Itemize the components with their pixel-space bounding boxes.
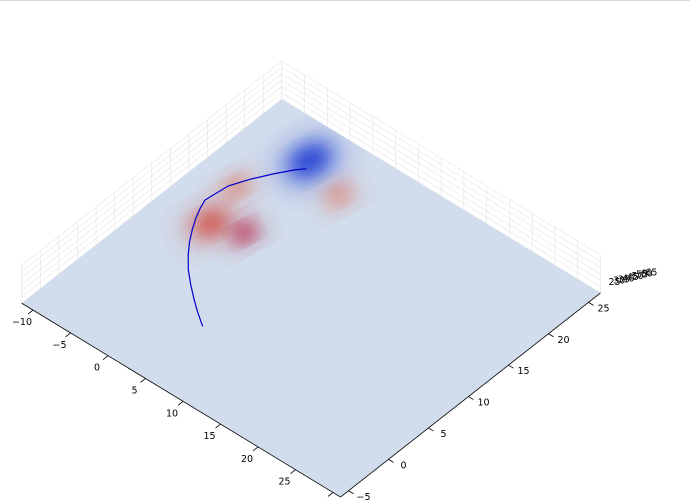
surface-feature-depression (277, 135, 342, 186)
y-tick: 15 (508, 364, 530, 377)
x-axis: −10 −5 0 5 10 15 20 25 30 (12, 302, 341, 500)
y-tick: 0 (388, 459, 407, 471)
pane-grid-line (21, 79, 282, 285)
surface-feature-core (195, 210, 226, 236)
y-far-label: 25 (609, 277, 621, 288)
y-far-label: 35 (618, 275, 630, 286)
y-tick-label: 10 (477, 398, 489, 409)
x-tick-mark (252, 446, 259, 452)
pane-grid-line (21, 60, 282, 266)
x-tick-mark (290, 469, 296, 474)
x-tick-label: 5 (131, 385, 137, 396)
x-tick-mark (65, 332, 71, 338)
x-tick-label: 15 (203, 431, 215, 442)
y-tick-mark (508, 364, 514, 369)
y-tick-label: 15 (517, 366, 529, 377)
x-tick-label: 25 (278, 477, 290, 488)
y-axis-line (340, 292, 601, 498)
surface-feature-core (226, 178, 248, 195)
x-tick-label: 20 (241, 454, 253, 465)
surface-feature-peak (219, 173, 254, 201)
x-tick-label: 0 (94, 363, 100, 374)
y-tick-mark (388, 459, 394, 463)
y-axis: −5 0 5 10 15 20 25 (340, 292, 610, 500)
pane-grid-line (281, 67, 601, 262)
y-far-label: 60 (641, 269, 653, 280)
y-tick: −5 (348, 490, 371, 500)
x-tick: 25 (278, 469, 296, 488)
surface-feature-peak (227, 219, 262, 247)
y-tick-label: 0 (400, 460, 406, 471)
y-tick-mark (348, 490, 354, 495)
pane-grid-line (21, 86, 282, 291)
x-tick-mark (177, 400, 184, 406)
surface-base (21, 99, 601, 498)
x-tick: −10 (12, 309, 34, 328)
y-tick-label: −5 (356, 492, 370, 500)
window-top-border (0, 0, 690, 1)
x-tick-label: 10 (166, 408, 178, 419)
y-tick: 5 (428, 427, 447, 440)
pane-grid-line (21, 92, 282, 298)
surface-feature-core (234, 224, 256, 241)
x-tick-mark (27, 309, 34, 315)
pane-grid-line (281, 60, 601, 256)
pane-grid-line (21, 67, 282, 272)
x-tick: 5 (131, 378, 146, 396)
y-far-label: 40 (622, 273, 634, 284)
y-far-label: 50 (632, 271, 644, 282)
x-tick-mark (327, 492, 334, 497)
trajectory-line (187, 168, 307, 327)
x-tick-mark (140, 378, 146, 383)
y-tick-mark (588, 302, 594, 306)
x-tick-label: −10 (12, 317, 32, 328)
pane-grid-line (21, 73, 282, 279)
x-tick: 20 (241, 446, 259, 465)
surface-feature-peak (321, 181, 357, 209)
x-tick: 0 (94, 355, 109, 374)
x-tick-mark (215, 423, 221, 429)
pane-grid-line (281, 73, 601, 268)
surface-feature-core (290, 145, 330, 176)
y-far-label: 65 (645, 267, 657, 278)
y-tick-mark (548, 333, 554, 338)
y-tick-label: 20 (557, 335, 569, 346)
y-tick-mark (468, 396, 474, 400)
y-far-label: 55 (636, 270, 648, 281)
pane-grid-line (281, 79, 601, 275)
pane-grid-line (281, 86, 601, 281)
x-tick: −5 (52, 332, 71, 351)
y-tick-label: 5 (440, 429, 446, 440)
pane-grid-line (281, 92, 601, 287)
x-tick: 15 (203, 423, 221, 442)
y-tick: 25 (588, 302, 610, 314)
y-tick: 20 (548, 333, 570, 346)
back-pane-grid-left (21, 60, 283, 304)
x-tick-mark (102, 355, 109, 360)
y-tick-mark (428, 427, 434, 432)
x-tick: 30 (316, 492, 334, 500)
x-tick-label: −5 (52, 340, 66, 351)
y-far-label: 30 (613, 276, 625, 287)
y-far-label: 45 (627, 272, 639, 283)
surface-color-features (184, 135, 357, 247)
y-tick-label: 25 (597, 303, 609, 314)
y-tick: 10 (468, 396, 490, 409)
x-tick: 10 (166, 400, 184, 419)
x-axis-line (21, 302, 341, 498)
surface-feature-core (328, 187, 350, 204)
